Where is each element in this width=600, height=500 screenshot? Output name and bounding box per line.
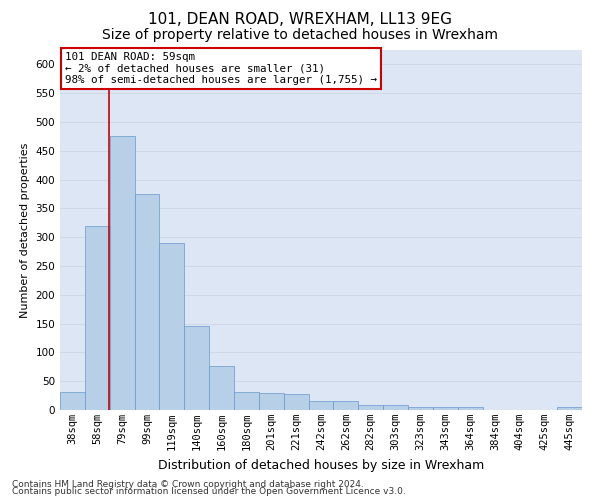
Text: 101, DEAN ROAD, WREXHAM, LL13 9EG: 101, DEAN ROAD, WREXHAM, LL13 9EG: [148, 12, 452, 28]
Bar: [308, 401, 334, 410]
Bar: [458, 407, 482, 410]
Bar: [259, 392, 284, 410]
Bar: [557, 407, 582, 410]
Bar: [383, 406, 408, 410]
Bar: [358, 406, 383, 410]
Text: Size of property relative to detached houses in Wrexham: Size of property relative to detached ho…: [102, 28, 498, 42]
Bar: [85, 226, 110, 410]
Y-axis label: Number of detached properties: Number of detached properties: [20, 142, 30, 318]
Bar: [160, 243, 184, 410]
Bar: [334, 401, 358, 410]
Bar: [433, 407, 458, 410]
X-axis label: Distribution of detached houses by size in Wrexham: Distribution of detached houses by size …: [158, 458, 484, 471]
Bar: [408, 407, 433, 410]
Text: Contains HM Land Registry data © Crown copyright and database right 2024.: Contains HM Land Registry data © Crown c…: [12, 480, 364, 489]
Bar: [60, 392, 85, 410]
Text: Contains public sector information licensed under the Open Government Licence v3: Contains public sector information licen…: [12, 487, 406, 496]
Bar: [284, 394, 308, 410]
Bar: [134, 194, 160, 410]
Text: 101 DEAN ROAD: 59sqm
← 2% of detached houses are smaller (31)
98% of semi-detach: 101 DEAN ROAD: 59sqm ← 2% of detached ho…: [65, 52, 377, 85]
Bar: [110, 136, 134, 410]
Bar: [184, 326, 209, 410]
Bar: [209, 366, 234, 410]
Bar: [234, 392, 259, 410]
